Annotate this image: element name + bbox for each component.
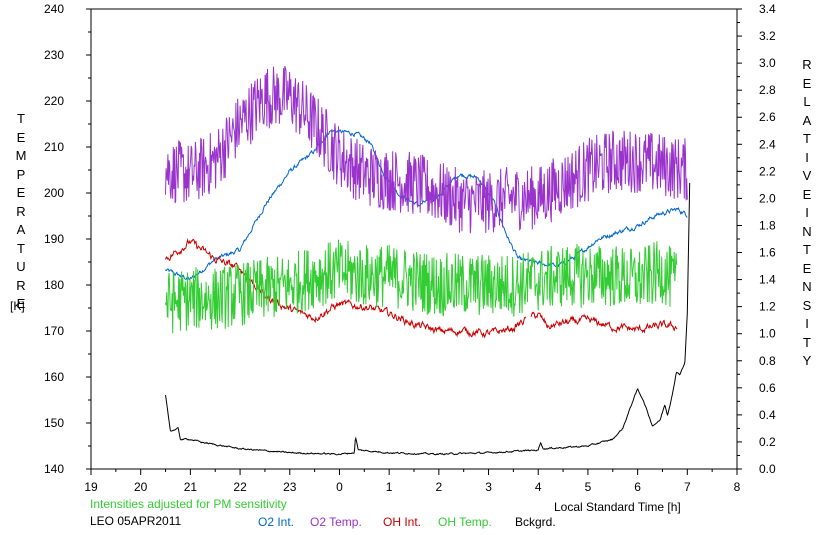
axis-label-letter: E bbox=[802, 260, 812, 276]
axis-label-letter: R bbox=[16, 203, 26, 219]
right-tick-label: 2.8 bbox=[759, 83, 776, 97]
left-tick-label: 180 bbox=[44, 278, 64, 292]
series-line-4 bbox=[165, 182, 691, 456]
legend-o2-int: O2 Int. bbox=[258, 515, 295, 529]
right-tick-label: 0.2 bbox=[759, 435, 776, 449]
x-tick-label: 20 bbox=[134, 480, 148, 494]
series-line-1 bbox=[165, 66, 688, 234]
axis-label-letter: A bbox=[16, 222, 26, 237]
right-tick-label: 3.2 bbox=[759, 29, 776, 43]
plot-frame bbox=[90, 8, 738, 470]
right-tick-label: 1.8 bbox=[759, 218, 776, 232]
axis-label-letter: M bbox=[15, 148, 27, 163]
x-tick-label: 21 bbox=[184, 480, 198, 494]
right-tick-label: 3.0 bbox=[759, 56, 776, 70]
series-line-3 bbox=[165, 239, 678, 334]
right-tick-label: 1.4 bbox=[759, 273, 776, 287]
right-tick-label: 2.4 bbox=[759, 137, 776, 151]
axis-label-letter: T bbox=[803, 334, 811, 350]
right-tick-label: 0.6 bbox=[759, 381, 776, 395]
right-tick-label: 3.4 bbox=[759, 2, 776, 16]
series-line-2 bbox=[165, 238, 678, 339]
x-tick-label: 2 bbox=[436, 480, 443, 494]
axis-label-letter: Y bbox=[802, 353, 812, 368]
right-tick-label: 0.4 bbox=[759, 408, 776, 422]
axis-label-letter: T bbox=[803, 242, 811, 257]
left-tick-label: 160 bbox=[44, 370, 64, 384]
legend-oh-int: OH Int. bbox=[383, 515, 422, 529]
axis-label-letter: R bbox=[802, 57, 812, 72]
axis-label-letter: V bbox=[802, 168, 812, 183]
axis-label-letter: I bbox=[805, 149, 809, 165]
x-tick-label: 19 bbox=[84, 480, 98, 494]
right-tick-label: 1.6 bbox=[759, 246, 776, 260]
axis-label-letter: E bbox=[802, 75, 812, 91]
x-axis-title: Local Standard Time [h] bbox=[554, 500, 681, 514]
axis-label-letter: I bbox=[805, 205, 809, 220]
x-tick-label: 5 bbox=[585, 480, 592, 494]
axis-label-letter: I bbox=[805, 316, 809, 331]
left-tick-label: 230 bbox=[44, 48, 64, 62]
station-label: LEO 05APR2011 bbox=[90, 514, 182, 528]
axis-label-letter: U bbox=[16, 259, 26, 274]
axis-label-letter: T bbox=[803, 131, 811, 146]
axis-label-letter: T bbox=[17, 240, 25, 256]
axis-label-letter: T bbox=[17, 111, 25, 126]
x-tick-label: 1 bbox=[386, 480, 393, 494]
x-tick-label: 7 bbox=[684, 480, 691, 494]
x-tick-label: 8 bbox=[734, 480, 741, 494]
x-tick-label: 22 bbox=[233, 480, 247, 494]
right-tick-label: 1.0 bbox=[759, 327, 776, 341]
left-tick-label: 210 bbox=[44, 140, 64, 154]
right-tick-label: 2.2 bbox=[759, 164, 776, 178]
right-tick-label: 0.8 bbox=[759, 354, 776, 368]
right-tick-label: 2.6 bbox=[759, 110, 776, 124]
axis-label-letter: L bbox=[803, 94, 811, 109]
left-tick-label: 170 bbox=[44, 324, 64, 338]
right-tick-label: 0.0 bbox=[759, 462, 776, 476]
axis-label-letter: E bbox=[16, 129, 26, 145]
x-tick-label: 0 bbox=[336, 480, 343, 494]
x-tick-label: 23 bbox=[283, 480, 297, 494]
axis-label-letter: E bbox=[16, 296, 26, 311]
legend-o2-temp: O2 Temp. bbox=[310, 515, 362, 529]
right-tick-label: 2.0 bbox=[759, 191, 776, 205]
x-tick-label: 3 bbox=[485, 480, 492, 494]
sensitivity-note: Intensities adjusted for PM sensitivity bbox=[90, 497, 287, 511]
legend-bckgrd: Bckgrd. bbox=[515, 515, 556, 529]
left-axis-unit: [K] bbox=[10, 299, 25, 313]
left-tick-label: 150 bbox=[44, 416, 64, 430]
axis-label-letter: P bbox=[16, 166, 26, 182]
right-tick-label: 1.2 bbox=[759, 300, 776, 314]
axis-label-letter: N bbox=[802, 279, 812, 294]
left-tick-label: 220 bbox=[44, 94, 64, 108]
axis-label-letter: A bbox=[802, 112, 812, 128]
axis-label-letter: N bbox=[802, 223, 812, 239]
axis-label-letter: R bbox=[16, 277, 26, 293]
x-tick-label: 4 bbox=[535, 480, 542, 494]
legend-oh-temp: OH Temp. bbox=[438, 515, 492, 529]
axis-label-letter: E bbox=[802, 186, 812, 202]
left-tick-label: 140 bbox=[44, 462, 64, 476]
axis-label-letter: E bbox=[16, 185, 26, 200]
x-tick-label: 6 bbox=[634, 480, 641, 494]
axis-label-letter: S bbox=[802, 297, 812, 313]
left-tick-label: 190 bbox=[44, 232, 64, 246]
left-tick-label: 240 bbox=[44, 2, 64, 16]
left-tick-label: 200 bbox=[44, 186, 64, 200]
